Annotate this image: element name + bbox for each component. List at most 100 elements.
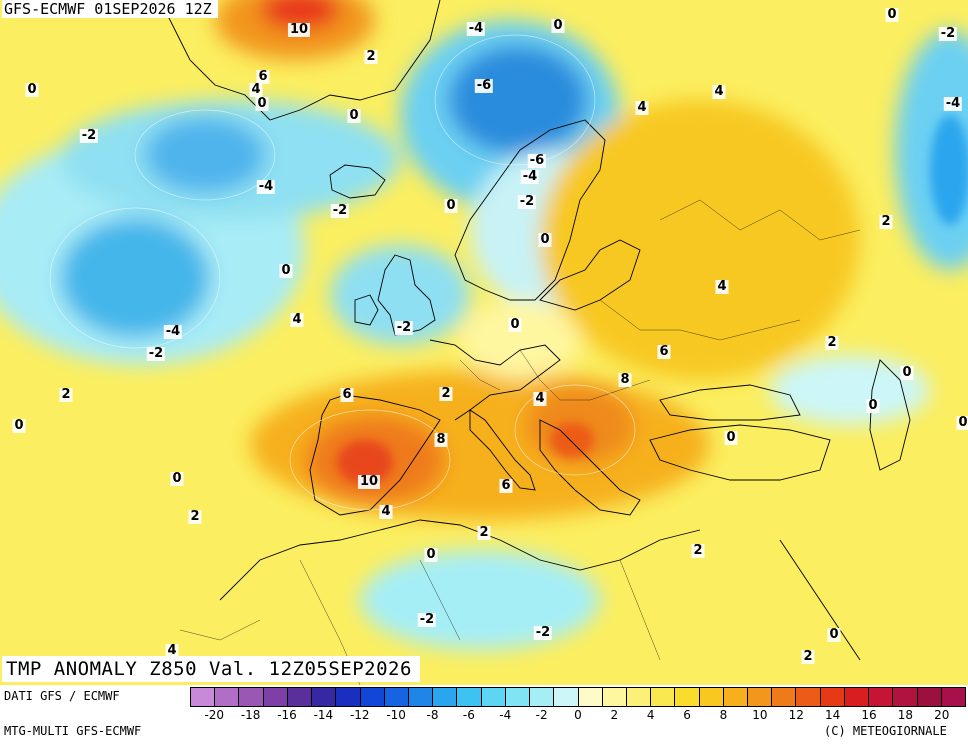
scale-tick-label: 10	[752, 708, 768, 722]
contour-label: 2	[364, 49, 378, 64]
iceland-coast	[329, 164, 386, 199]
scale-tick-label: -16	[277, 708, 297, 722]
scale-tick-label: 4	[646, 708, 655, 722]
contour-label: 8	[434, 432, 448, 447]
caspian-coast	[869, 359, 911, 471]
contour-label: 6	[499, 478, 513, 493]
contour-label: 2	[825, 335, 839, 350]
contour-label: 0	[827, 627, 841, 642]
color-swatch	[336, 688, 361, 706]
contour-label: -2	[330, 203, 350, 218]
scale-tick-label: 14	[824, 708, 841, 722]
western-europe-coast	[429, 339, 561, 421]
color-swatch	[505, 688, 531, 706]
contour-label: 2	[801, 649, 815, 664]
contour-label: 4	[635, 100, 649, 115]
contour-label: 0	[424, 547, 438, 562]
black-sea-coast	[659, 384, 801, 421]
contour-label: -2	[394, 320, 414, 335]
contour-label: 0	[170, 471, 184, 486]
color-swatch	[263, 688, 288, 706]
scale-tick-label: -20	[204, 708, 225, 722]
contour-label: -4	[466, 21, 486, 36]
contour-label: 2	[439, 386, 453, 401]
color-swatch	[239, 688, 264, 706]
contour-label: -4	[943, 96, 963, 111]
contour-label: -6	[474, 78, 494, 93]
contour-label: 0	[508, 317, 522, 332]
scale-tick-label: -18	[240, 708, 261, 722]
anomaly-area-atlantic-core	[60, 218, 210, 338]
color-swatch	[626, 688, 652, 706]
isotherm	[49, 207, 221, 349]
color-swatch	[433, 688, 458, 706]
scandinavia-coast	[454, 119, 606, 301]
scale-tick-label: -6	[462, 708, 475, 722]
map-title: TMP ANOMALY Z850 Val. 12Z05SEP2026	[2, 656, 420, 682]
greenland-coast	[159, 0, 441, 121]
color-swatch	[723, 688, 749, 706]
border-line	[659, 199, 861, 241]
color-swatch	[360, 688, 385, 706]
copyright-label: (C) METEOGIORNALE	[824, 724, 947, 738]
contour-label: -2	[417, 612, 437, 627]
color-swatch	[191, 688, 216, 706]
contour-label: 0	[724, 430, 738, 445]
contour-label: 0	[25, 82, 39, 97]
isotherm	[289, 409, 451, 511]
border-line	[459, 359, 501, 391]
contour-label: 4	[712, 84, 726, 99]
contour-label: 10	[287, 22, 311, 37]
contour-label: 0	[347, 108, 361, 123]
contour-label: 4	[165, 643, 179, 658]
scale-tick-label: 12	[788, 708, 804, 722]
border-line	[519, 349, 651, 401]
contour-label: 2	[188, 509, 202, 524]
scale-tick-label: 2	[610, 708, 619, 722]
contour-label: 6	[657, 344, 671, 359]
contour-label: 0	[255, 96, 269, 111]
contour-label: 4	[715, 279, 729, 294]
contour-label: 4	[290, 312, 304, 327]
color-scale-bar	[190, 687, 966, 707]
contour-label: 10	[357, 474, 381, 489]
color-swatch	[699, 688, 724, 706]
scale-tick-label: 8	[719, 708, 728, 722]
scale-tick-label: 20	[934, 708, 950, 722]
color-swatch	[675, 688, 700, 706]
color-swatch	[530, 688, 555, 706]
contour-label: 0	[279, 263, 293, 278]
anomaly-area-central-europe-neutral	[460, 300, 580, 380]
color-swatch	[408, 688, 434, 706]
contour-label: -2	[79, 128, 99, 143]
contour-label: 0	[885, 7, 899, 22]
contour-label: -6	[527, 153, 547, 168]
italy-coast	[469, 409, 536, 491]
color-swatch	[215, 688, 240, 706]
scale-tick-label: -4	[499, 708, 512, 722]
contour-label: -4	[520, 169, 540, 184]
balkans-coast	[539, 419, 641, 516]
contour-label: -4	[163, 324, 183, 339]
scale-tick-label: 6	[683, 708, 691, 722]
contour-label: 0	[444, 198, 458, 213]
color-swatch	[481, 688, 506, 706]
color-swatch	[578, 688, 603, 706]
coastlines	[159, 0, 911, 661]
contour-label: 0	[900, 365, 914, 380]
color-swatch	[457, 688, 482, 706]
contour-label: 4	[249, 82, 263, 97]
color-swatch	[554, 688, 579, 706]
contour-label: -4	[256, 179, 276, 194]
baltic-coast	[539, 239, 641, 311]
border-line	[599, 299, 801, 341]
anomaly-area-east-med-cold	[770, 355, 930, 425]
color-swatch	[893, 688, 918, 706]
anomaly-area-east-europe-warm	[540, 100, 860, 380]
scale-tick-label: 18	[897, 708, 914, 722]
color-swatch	[602, 688, 627, 706]
anomaly-area-greenland-cold-core	[145, 117, 265, 193]
border-line	[179, 619, 261, 641]
color-swatch	[796, 688, 821, 706]
contour-label: -2	[146, 346, 166, 361]
